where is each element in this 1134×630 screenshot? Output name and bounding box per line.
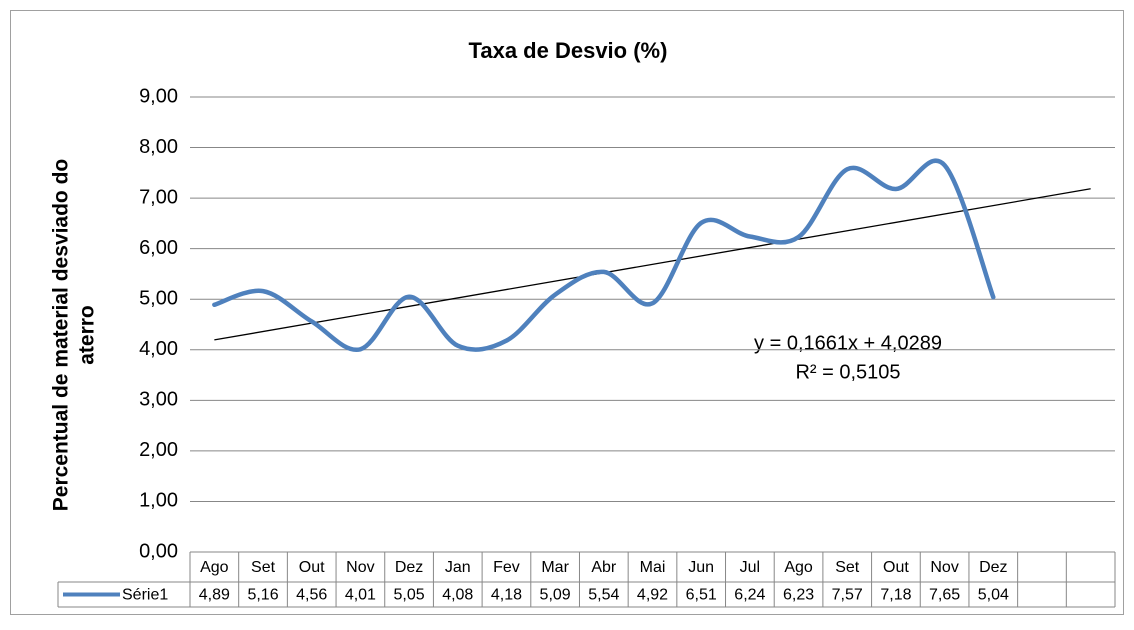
x-tick-label: Set	[251, 559, 276, 576]
y-tick-label: 8,00	[139, 136, 178, 158]
data-table-value: 6,23	[783, 587, 814, 604]
data-table-value: 5,09	[540, 587, 571, 604]
x-tick-label: Jun	[688, 559, 714, 576]
x-tick-label: Out	[883, 559, 909, 576]
x-tick-label: Ago	[784, 559, 813, 576]
data-table-value: 5,54	[588, 587, 619, 604]
chart-title: Taxa de Desvio (%)	[469, 38, 668, 63]
x-tick-label: Dez	[395, 559, 423, 576]
y-tick-label: 6,00	[139, 237, 178, 259]
x-tick-label: Ago	[200, 559, 229, 576]
data-table-value: 4,01	[345, 587, 376, 604]
y-tick-label: 7,00	[139, 186, 178, 208]
series-line	[212, 158, 996, 352]
y-tick-label: 5,00	[139, 288, 178, 310]
y-tick-label: 1,00	[139, 490, 178, 512]
trendline	[214, 188, 1091, 341]
data-table-value: 5,05	[394, 587, 425, 604]
x-tick-label: Nov	[346, 559, 374, 576]
x-tick-label: Mar	[541, 559, 569, 576]
trend-equation: y = 0,1661x + 4,0289	[754, 332, 942, 354]
data-table-value: 4,56	[296, 587, 327, 604]
x-tick-label: Dez	[979, 559, 1007, 576]
chart-frame	[10, 10, 1124, 615]
x-tick-label: Set	[835, 559, 860, 576]
data-table-value: 7,18	[880, 587, 911, 604]
y-axis-title: Percentual de material desviado do aterr…	[50, 159, 99, 511]
x-tick-label: Out	[299, 559, 325, 576]
legend-label: Série1	[122, 587, 168, 604]
x-tick-label: Jul	[740, 559, 760, 576]
data-table-value: 7,65	[929, 587, 960, 604]
x-tick-label: Mai	[640, 559, 666, 576]
data-table-value: 4,08	[442, 587, 473, 604]
x-tick-label: Jan	[445, 559, 471, 576]
x-tick-label: Abr	[591, 559, 617, 576]
data-table-value: 7,57	[832, 587, 863, 604]
y-tick-label: 2,00	[139, 439, 178, 461]
data-table-value: 4,18	[491, 587, 522, 604]
data-table-value: 6,24	[734, 587, 765, 604]
data-table-value: 4,89	[199, 587, 230, 604]
x-tick-label: Fev	[493, 559, 520, 576]
data-table-value: 5,04	[978, 587, 1009, 604]
data-table-value: 4,92	[637, 587, 668, 604]
y-axis-title-line: Percentual de material desviado do	[50, 159, 73, 511]
data-table-value: 6,51	[686, 587, 717, 604]
y-tick-label: 3,00	[139, 389, 178, 411]
y-tick-label: 4,00	[139, 338, 178, 360]
y-tick-label: 0,00	[139, 540, 178, 562]
trend-r2: R² = 0,5105	[795, 361, 900, 383]
y-axis-title-line: aterro	[76, 305, 99, 365]
x-tick-label: Nov	[930, 559, 958, 576]
y-tick-label: 9,00	[139, 85, 178, 107]
data-table-value: 5,16	[247, 587, 278, 604]
